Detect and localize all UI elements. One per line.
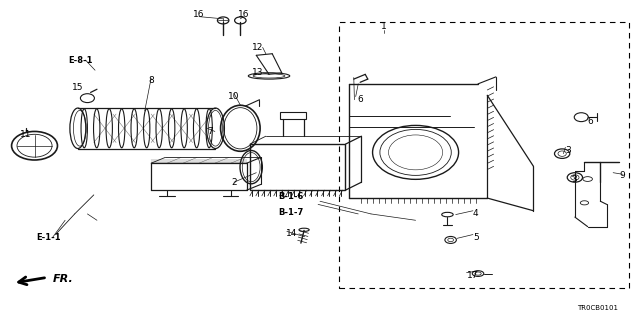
Text: E-1-1: E-1-1 xyxy=(36,233,61,242)
Text: FR.: FR. xyxy=(52,274,73,284)
Text: 5: 5 xyxy=(473,233,479,242)
Text: 14: 14 xyxy=(286,229,298,238)
Text: E-8-1: E-8-1 xyxy=(68,56,93,65)
Text: 15: 15 xyxy=(72,83,83,92)
Text: 12: 12 xyxy=(252,43,263,52)
Text: 2: 2 xyxy=(231,178,237,187)
Text: 7: 7 xyxy=(207,127,213,136)
Text: 3: 3 xyxy=(572,174,577,184)
Text: 11: 11 xyxy=(20,130,31,139)
Text: TR0CB0101: TR0CB0101 xyxy=(577,305,618,310)
Text: 6: 6 xyxy=(357,95,363,104)
Text: B-1-7: B-1-7 xyxy=(278,208,304,217)
Text: 10: 10 xyxy=(228,92,240,101)
Text: 4: 4 xyxy=(473,209,479,219)
Text: 13: 13 xyxy=(252,68,263,77)
Text: 3: 3 xyxy=(565,146,571,155)
Text: 16: 16 xyxy=(238,10,250,19)
Text: 6: 6 xyxy=(588,117,593,126)
Text: 16: 16 xyxy=(193,10,205,19)
Text: 9: 9 xyxy=(620,172,625,180)
Text: 17: 17 xyxy=(467,271,478,280)
Text: 1: 1 xyxy=(381,22,387,31)
Text: B-1-6: B-1-6 xyxy=(278,192,304,201)
Text: 8: 8 xyxy=(148,76,154,85)
Bar xyxy=(339,22,629,288)
Bar xyxy=(280,112,306,119)
Bar xyxy=(250,144,346,190)
